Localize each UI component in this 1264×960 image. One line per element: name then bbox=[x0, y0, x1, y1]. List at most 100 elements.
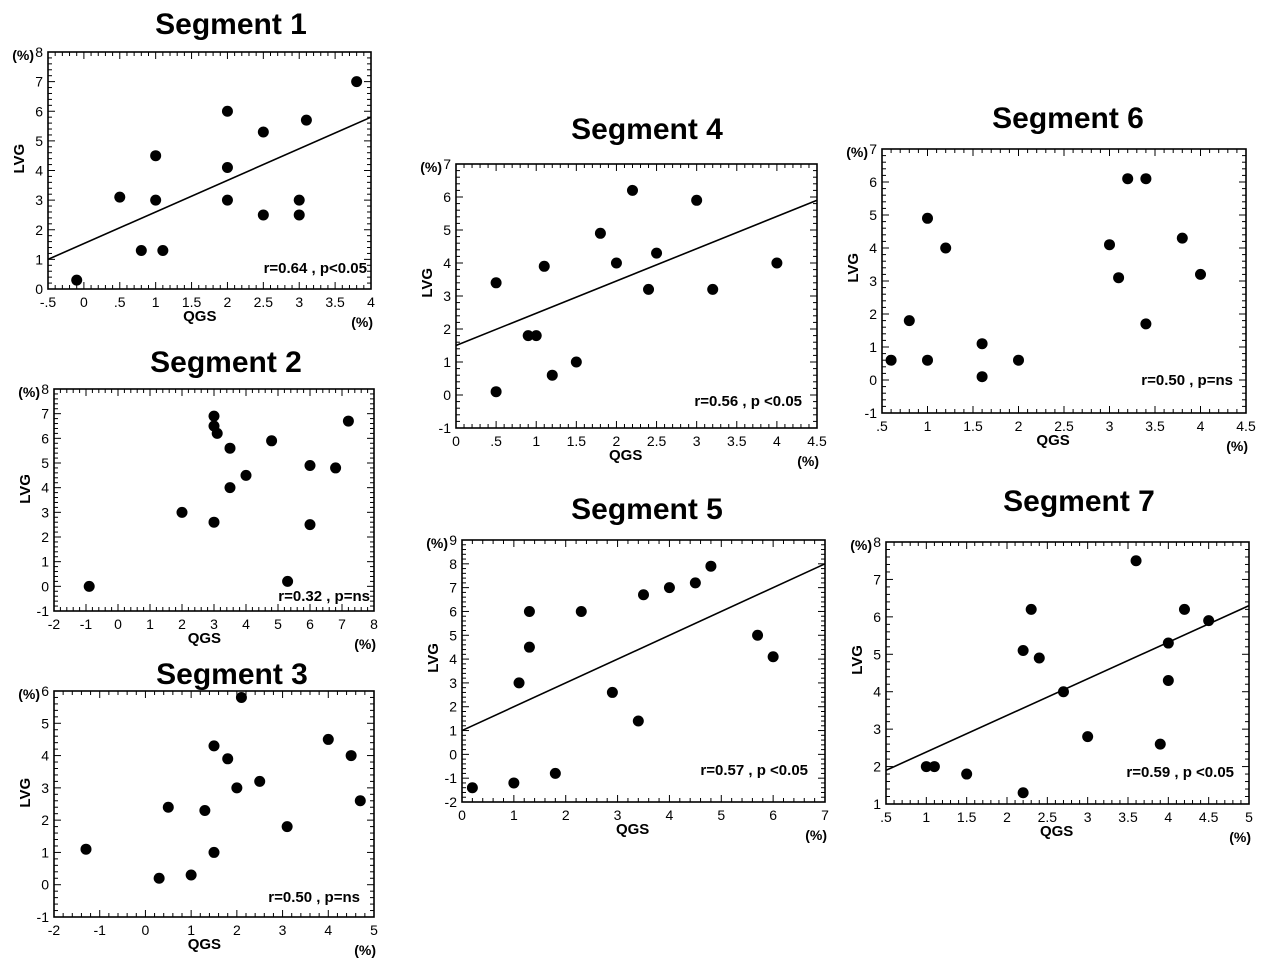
y-axis-label: LVG bbox=[17, 474, 34, 504]
correlation-stat: r=0.32 , p=ns bbox=[278, 588, 370, 605]
y-unit-label: (%) bbox=[850, 537, 872, 553]
x-tick-label: 7 bbox=[338, 616, 346, 632]
data-point bbox=[961, 768, 973, 780]
data-point bbox=[1057, 686, 1069, 698]
y-tick-label: -1 bbox=[439, 420, 452, 436]
data-point bbox=[1195, 268, 1206, 280]
data-point bbox=[707, 283, 719, 295]
x-tick-label: 2 bbox=[562, 807, 570, 823]
minor-ticks bbox=[53, 690, 375, 918]
x-tick-label: 4 bbox=[324, 922, 332, 938]
y-tick-label: 5 bbox=[869, 207, 877, 223]
y-tick-label: 2 bbox=[443, 321, 451, 337]
data-point bbox=[83, 580, 95, 592]
data-point bbox=[513, 677, 525, 689]
data-point bbox=[490, 277, 502, 289]
data-point bbox=[643, 283, 655, 295]
y-tick-label: -1 bbox=[37, 909, 50, 925]
y-tick-label: 3 bbox=[869, 273, 877, 289]
y-unit-label: (%) bbox=[420, 159, 442, 175]
x-tick-label: 2 bbox=[178, 616, 186, 632]
data-point bbox=[221, 194, 233, 206]
data-point bbox=[522, 330, 534, 342]
regression-line bbox=[885, 604, 1250, 772]
panel-segment-3: Segment 3-2 -1 0 1 2 3 4 5-10123456QGSLVG(%)(%)… bbox=[17, 658, 378, 958]
y-tick-label: 4 bbox=[443, 255, 451, 271]
data-point bbox=[651, 247, 663, 259]
x-unit-label: (%) bbox=[351, 314, 373, 330]
x-tick-label: 2 bbox=[233, 922, 241, 938]
x-tick-label: .5 bbox=[880, 809, 892, 825]
data-point bbox=[351, 76, 363, 88]
y-tick-label: 7 bbox=[449, 580, 457, 596]
x-tick-label: 4.5 bbox=[1199, 809, 1219, 825]
panel-segment-1: Segment 1-.5 0.5 1 1.5 2 2.5 3 3.5 4012345678QGS… bbox=[11, 8, 375, 330]
y-tick-label: 0 bbox=[35, 281, 43, 297]
y-tick-label: 4 bbox=[41, 748, 49, 764]
data-point bbox=[570, 356, 582, 368]
data-point bbox=[282, 575, 294, 587]
chart-title: Segment 1 bbox=[155, 8, 307, 41]
data-point bbox=[162, 801, 174, 813]
data-point bbox=[1025, 603, 1037, 615]
y-tick-label: 1 bbox=[449, 723, 457, 739]
x-tick-label: .5 bbox=[490, 433, 502, 449]
x-axis-label: QGS bbox=[1040, 823, 1073, 840]
data-point bbox=[1176, 232, 1188, 244]
x-tick-label: 6 bbox=[306, 616, 314, 632]
x-tick-label: 4 bbox=[1197, 418, 1205, 434]
data-point bbox=[342, 415, 354, 427]
plot-frame bbox=[885, 541, 1250, 805]
x-tick-label: 5 bbox=[1245, 809, 1253, 825]
data-point bbox=[885, 354, 897, 366]
data-point bbox=[1203, 615, 1215, 627]
data-point bbox=[1104, 239, 1115, 251]
y-tick-label: -1 bbox=[865, 405, 878, 421]
y-tick-label: 1 bbox=[869, 339, 877, 355]
y-tick-label: 2 bbox=[449, 699, 457, 715]
x-unit-label: (%) bbox=[805, 827, 827, 843]
y-unit-label: (%) bbox=[18, 384, 40, 400]
data-point bbox=[546, 369, 558, 381]
data-point bbox=[1113, 272, 1125, 284]
data-point bbox=[221, 162, 233, 174]
data-point bbox=[281, 821, 293, 833]
y-tick-label: -2 bbox=[445, 794, 458, 810]
chart-title: Segment 2 bbox=[150, 346, 302, 379]
data-point bbox=[293, 209, 305, 221]
y-tick-label: 0 bbox=[41, 578, 49, 594]
x-tick-label: -2 bbox=[48, 922, 61, 938]
y-tick-label: 2 bbox=[869, 306, 877, 322]
data-point bbox=[304, 519, 316, 531]
x-tick-label: 0 bbox=[80, 294, 88, 310]
y-unit-label: (%) bbox=[426, 535, 448, 551]
minor-ticks bbox=[461, 539, 826, 803]
panel-segment-2: Segment 2-2 -1 0 1 2 3 4 5 6 7 8-1012345678QGSLVG(… bbox=[17, 346, 378, 652]
x-tick-label: 1.5 bbox=[567, 433, 587, 449]
x-tick-label: 1 bbox=[510, 807, 518, 823]
data-point bbox=[1017, 645, 1029, 657]
data-point bbox=[208, 516, 220, 528]
data-point bbox=[199, 804, 211, 816]
data-point bbox=[300, 114, 312, 126]
y-tick-label: 5 bbox=[41, 455, 49, 471]
y-tick-label: -1 bbox=[37, 603, 50, 619]
data-point bbox=[176, 506, 188, 518]
x-tick-label: 5 bbox=[274, 616, 282, 632]
y-tick-label: 9 bbox=[449, 532, 457, 548]
y-tick-label: 1 bbox=[41, 554, 49, 570]
data-point bbox=[632, 715, 644, 727]
x-tick-label: 6 bbox=[769, 807, 777, 823]
y-tick-label: 4 bbox=[873, 684, 881, 700]
x-tick-label: 3.5 bbox=[1118, 809, 1138, 825]
y-unit-label: (%) bbox=[846, 144, 868, 160]
data-point bbox=[345, 750, 357, 762]
data-point bbox=[928, 761, 940, 773]
minor-ticks bbox=[47, 51, 372, 290]
data-point bbox=[211, 427, 223, 439]
y-tick-label: 0 bbox=[41, 877, 49, 893]
y-tick-label: 3 bbox=[873, 721, 881, 737]
data-point bbox=[322, 733, 334, 745]
data-point bbox=[354, 795, 366, 807]
correlation-stat: r=0.50 , p=ns bbox=[1141, 372, 1233, 389]
